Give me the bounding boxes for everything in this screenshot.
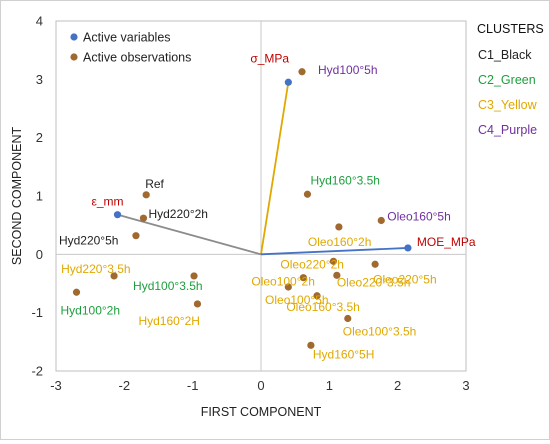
cluster-item-label: C3_Yellow xyxy=(478,98,538,112)
y-tick-label: -1 xyxy=(31,305,43,320)
variable-marker xyxy=(404,244,412,252)
y-tick-label: 0 xyxy=(36,247,43,262)
observation-label: Oleo160°5h xyxy=(387,210,451,224)
observation-marker xyxy=(139,214,148,222)
observation-label: Oleo220°2h xyxy=(280,257,344,271)
observation-marker xyxy=(329,257,338,265)
observation-label: Hyd100°2h xyxy=(61,303,121,317)
variable-vector-line xyxy=(117,213,262,256)
observation-marker xyxy=(110,272,118,280)
observation-label: Oleo100°5h xyxy=(265,293,329,307)
variable-vector-line xyxy=(260,82,290,255)
variable-marker xyxy=(284,78,292,86)
observation-marker xyxy=(284,283,292,291)
x-tick-label: 2 xyxy=(394,378,401,393)
variable-marker xyxy=(113,211,122,219)
observation-points-layer xyxy=(72,68,385,349)
x-axis-title: FIRST COMPONENT xyxy=(201,405,322,419)
y-axis-title: SECOND COMPONENT xyxy=(10,127,24,266)
observation-label: Oleo160°2h xyxy=(308,235,372,249)
y-tick-label: 3 xyxy=(36,72,43,87)
observation-label: Hyd160°2H xyxy=(138,314,200,328)
observation-marker xyxy=(377,216,385,225)
observation-marker xyxy=(303,190,312,198)
clusters-legend: CLUSTERS C1_Black C2_Green C3_Yellow C4_Purp… xyxy=(477,22,544,137)
observation-label: Oleo160°3.5h xyxy=(286,300,360,314)
observation-label: Hyd100°5h xyxy=(318,63,378,77)
variable-label: MOE_MPa xyxy=(417,235,476,249)
observation-label: Hyd160°3.5h xyxy=(310,173,380,187)
legend: Active variables Active observations xyxy=(70,31,191,65)
variable-vector-line xyxy=(260,247,408,256)
observation-marker xyxy=(193,300,202,308)
observation-label: Hyd220°2h xyxy=(148,207,208,221)
x-tick-label: -1 xyxy=(187,378,199,393)
x-tick-label: 1 xyxy=(326,378,333,393)
observation-label: Hyd220°3.5h xyxy=(61,262,131,276)
y-tick-label: 2 xyxy=(36,130,43,145)
observation-label: Hyd220°5h xyxy=(59,234,119,248)
observation-marker xyxy=(335,223,343,231)
point-labels-layer: σ_MPa ε_mm MOE_MPa Hyd100°5h Ref Hyd220°2h Hyd… xyxy=(59,51,476,361)
x-tick-label: 0 xyxy=(257,378,264,393)
x-tick-label: 3 xyxy=(462,378,469,393)
legend-marker-observations xyxy=(70,53,78,61)
axes-layer: -3 -2 -1 0 1 2 3 -2 -1 0 1 2 3 4 xyxy=(31,14,469,394)
y-tick-label: 4 xyxy=(36,14,43,29)
observation-label: Oleo220°5h xyxy=(373,272,437,286)
observation-marker xyxy=(344,314,352,323)
cluster-item-label: C1_Black xyxy=(478,48,532,62)
x-tick-label: -3 xyxy=(50,378,62,393)
variable-vectors-layer xyxy=(113,78,412,256)
observation-marker xyxy=(371,260,379,268)
observation-marker xyxy=(313,292,321,300)
cluster-item-label: C4_Purple xyxy=(478,123,537,137)
observation-marker xyxy=(190,272,198,280)
observation-label: Ref xyxy=(145,177,164,191)
observation-marker xyxy=(142,191,150,199)
variable-label: σ_MPa xyxy=(250,51,289,65)
observation-label: Hyd160°5H xyxy=(313,347,375,361)
cluster-item-label: C2_Green xyxy=(478,73,536,87)
observation-label: Oleo100°2h xyxy=(251,275,315,289)
observation-marker xyxy=(299,274,307,282)
y-tick-label: 1 xyxy=(36,189,43,204)
observation-label: Oleo100°3.5h xyxy=(343,325,417,339)
legend-label-observations: Active observations xyxy=(83,51,191,65)
y-tick-label: -2 xyxy=(31,364,43,379)
observation-marker xyxy=(132,232,140,240)
x-tick-label: -2 xyxy=(119,378,131,393)
legend-label-variables: Active variables xyxy=(83,31,171,45)
observation-marker xyxy=(72,288,81,296)
observation-marker xyxy=(307,341,315,349)
observation-label: Oleo220°3.5h xyxy=(337,275,411,289)
variable-label: ε_mm xyxy=(92,195,124,209)
observation-marker xyxy=(298,68,306,76)
clusters-title: CLUSTERS xyxy=(477,22,544,36)
observation-label: Hyd100°3.5h xyxy=(133,279,203,293)
observation-marker xyxy=(333,271,341,279)
legend-marker-variables xyxy=(70,33,78,41)
